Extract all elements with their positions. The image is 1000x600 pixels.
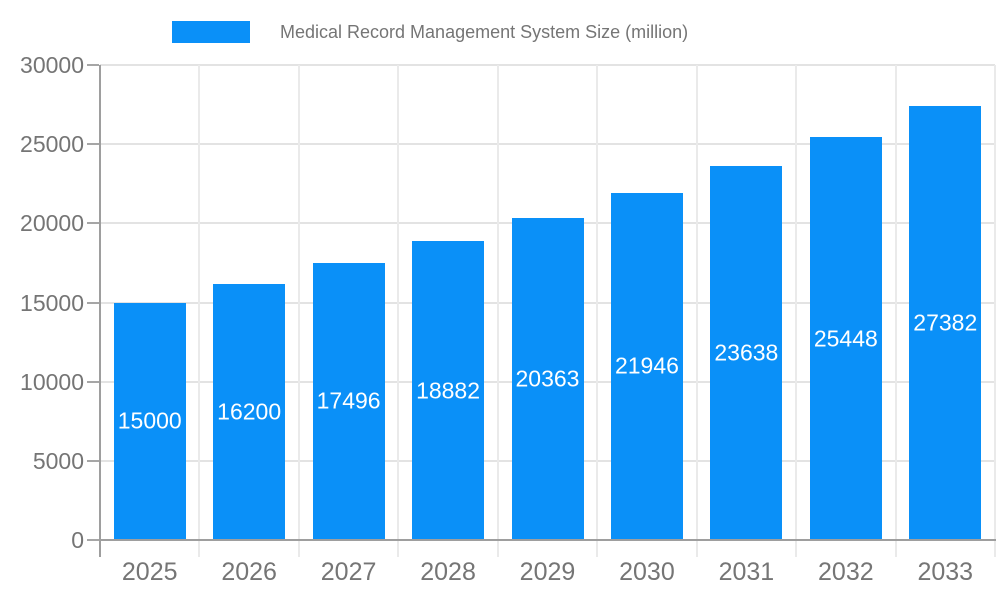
y-gridline-25000	[100, 143, 995, 146]
bar-2028[interactable]: 18882	[412, 241, 485, 540]
y-axis-line	[99, 65, 101, 557]
y-tick-15000	[87, 301, 99, 304]
x-axis-label-2025: 2025	[121, 558, 178, 586]
bar-value-label-2029: 20363	[515, 365, 580, 392]
y-axis-label-30000: 30000	[20, 52, 84, 78]
x-gridline-8	[894, 65, 897, 557]
bar-2031[interactable]: 23638	[710, 165, 783, 540]
bar-value-label-2025: 15000	[117, 407, 182, 434]
x-gridline-1	[198, 65, 201, 557]
y-axis-label-15000: 15000	[20, 289, 84, 316]
bar-2032[interactable]: 25448	[809, 137, 882, 540]
y-tick-0	[87, 539, 99, 541]
y-tick-10000	[87, 380, 99, 383]
bar-value-label-2026: 16200	[217, 398, 282, 425]
x-axis-label-2029: 2029	[519, 558, 576, 586]
bar-2027[interactable]: 17496	[312, 262, 385, 540]
x-axis-label-2033: 2033	[917, 558, 974, 586]
x-axis-label-2030: 2030	[619, 558, 675, 586]
y-axis-label-0: 0	[71, 527, 84, 553]
y-axis-label-5000: 5000	[32, 447, 84, 474]
y-axis-label-20000: 20000	[20, 210, 84, 237]
y-tick-30000	[87, 64, 99, 66]
bar-2030[interactable]: 21946	[610, 192, 683, 540]
bar-value-label-2031: 23638	[714, 339, 779, 366]
x-gridline-4	[496, 65, 499, 557]
x-axis-label-2026: 2026	[221, 558, 277, 586]
x-gridline-9	[994, 65, 996, 557]
y-tick-25000	[87, 143, 99, 146]
x-axis-label-2031: 2031	[718, 558, 775, 586]
bar-2026[interactable]: 16200	[213, 283, 286, 540]
x-axis-line	[99, 539, 996, 541]
bar-value-label-2027: 17496	[316, 387, 381, 414]
x-axis-label-2028: 2028	[420, 558, 476, 586]
x-gridline-3	[397, 65, 400, 557]
y-axis-label-25000: 25000	[20, 131, 84, 158]
bar-value-label-2032: 25448	[813, 325, 878, 352]
y-gridline-30000	[100, 64, 995, 66]
bar-value-label-2030: 21946	[614, 352, 679, 379]
bar-2025[interactable]: 15000	[113, 302, 186, 540]
x-gridline-2	[297, 65, 300, 557]
bar-value-label-2033: 27382	[913, 309, 978, 336]
x-axis-label-2032: 2032	[818, 558, 874, 586]
legend-swatch	[172, 21, 250, 43]
x-gridline-5	[596, 65, 599, 557]
y-axis-label-10000: 10000	[20, 368, 84, 395]
legend-label: Medical Record Management System Size (m…	[280, 22, 689, 42]
bar-2033[interactable]: 27382	[909, 106, 982, 540]
x-axis-label-2027: 2027	[320, 558, 377, 586]
y-tick-20000	[87, 222, 99, 225]
bar-2029[interactable]: 20363	[511, 217, 584, 540]
x-gridline-6	[695, 65, 698, 557]
y-tick-5000	[87, 459, 99, 462]
x-gridline-7	[795, 65, 798, 557]
bar-value-label-2028: 18882	[416, 377, 481, 403]
